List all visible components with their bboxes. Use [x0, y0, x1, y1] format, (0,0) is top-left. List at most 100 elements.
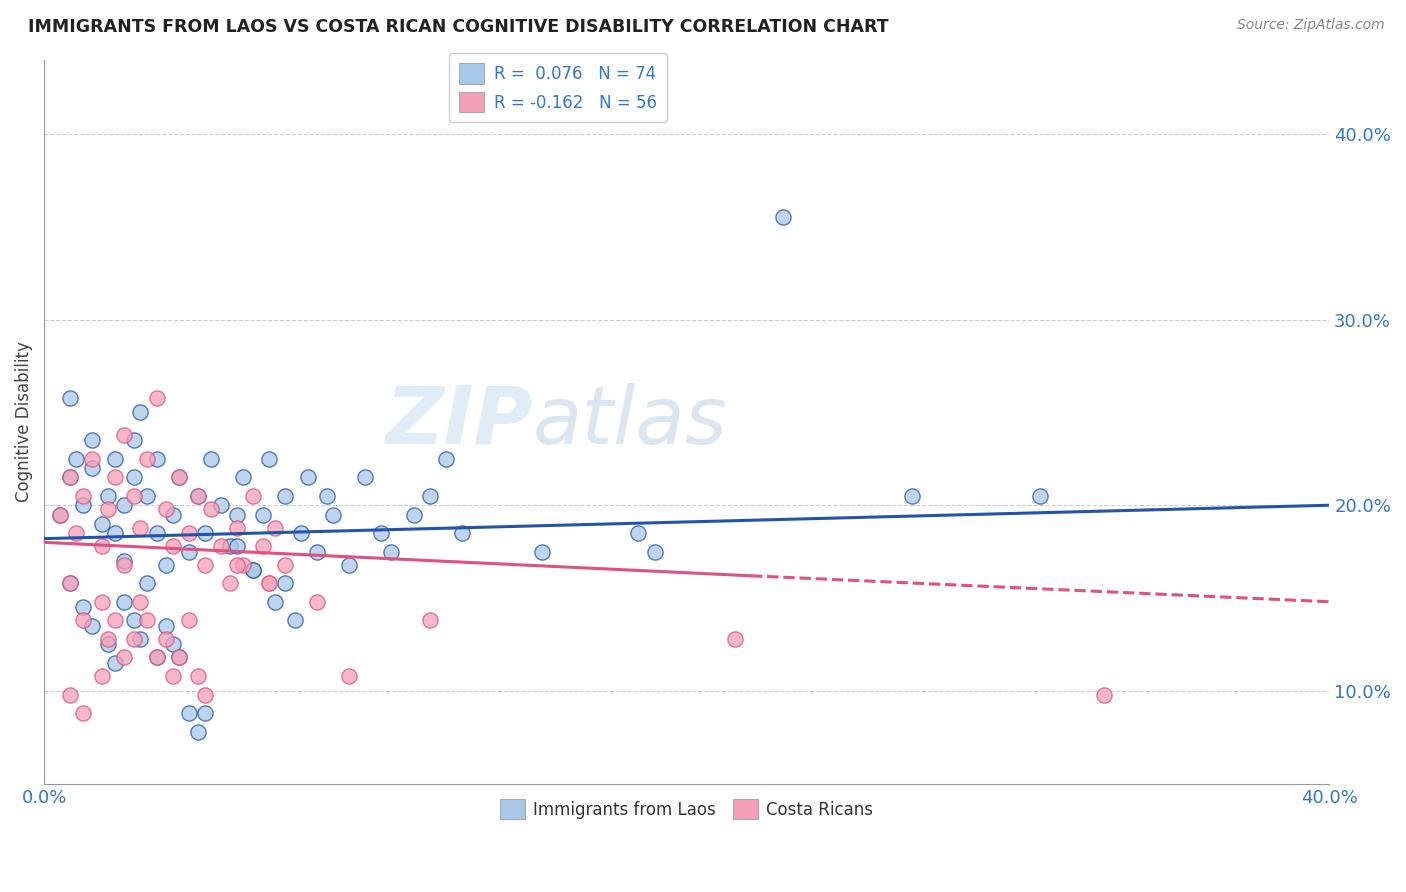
Point	[644, 544, 666, 558]
Point	[82, 461, 104, 475]
Point	[155, 502, 177, 516]
Point	[91, 595, 114, 609]
Point	[337, 669, 360, 683]
Point	[225, 539, 247, 553]
Point	[104, 656, 127, 670]
Point	[450, 526, 472, 541]
Point	[91, 539, 114, 553]
Point	[177, 706, 200, 721]
Point	[91, 516, 114, 531]
Point	[129, 520, 152, 534]
Point	[354, 470, 377, 484]
Point	[627, 526, 650, 541]
Point	[135, 613, 157, 627]
Point	[97, 502, 120, 516]
Y-axis label: Cognitive Disability: Cognitive Disability	[15, 342, 32, 502]
Point	[97, 489, 120, 503]
Point	[177, 613, 200, 627]
Point	[1092, 688, 1115, 702]
Point	[145, 650, 167, 665]
Point	[242, 563, 264, 577]
Point	[65, 526, 87, 541]
Point	[1029, 489, 1052, 503]
Point	[187, 669, 209, 683]
Point	[122, 632, 145, 646]
Point	[104, 470, 127, 484]
Point	[82, 451, 104, 466]
Point	[114, 650, 136, 665]
Point	[114, 554, 136, 568]
Point	[122, 434, 145, 448]
Point	[82, 434, 104, 448]
Point	[264, 520, 287, 534]
Point	[219, 539, 242, 553]
Point	[97, 638, 120, 652]
Point	[122, 613, 145, 627]
Point	[242, 489, 264, 503]
Point	[97, 632, 120, 646]
Point	[155, 558, 177, 572]
Point	[252, 508, 274, 522]
Point	[135, 451, 157, 466]
Point	[531, 544, 554, 558]
Point	[232, 470, 254, 484]
Point	[91, 669, 114, 683]
Point	[337, 558, 360, 572]
Point	[145, 650, 167, 665]
Point	[49, 508, 72, 522]
Point	[104, 526, 127, 541]
Legend: Immigrants from Laos, Costa Ricans: Immigrants from Laos, Costa Ricans	[494, 792, 880, 826]
Point	[167, 650, 190, 665]
Point	[252, 539, 274, 553]
Point	[129, 632, 152, 646]
Point	[49, 508, 72, 522]
Point	[129, 595, 152, 609]
Point	[232, 558, 254, 572]
Point	[200, 502, 222, 516]
Point	[772, 211, 794, 225]
Point	[114, 427, 136, 442]
Point	[72, 706, 94, 721]
Point	[419, 489, 441, 503]
Text: ZIP: ZIP	[385, 383, 533, 460]
Point	[114, 498, 136, 512]
Point	[219, 576, 242, 591]
Point	[177, 526, 200, 541]
Point	[155, 632, 177, 646]
Point	[114, 558, 136, 572]
Point	[419, 613, 441, 627]
Point	[274, 576, 297, 591]
Point	[72, 613, 94, 627]
Point	[59, 391, 82, 405]
Point	[200, 451, 222, 466]
Point	[257, 576, 280, 591]
Point	[257, 576, 280, 591]
Point	[307, 544, 329, 558]
Point	[129, 405, 152, 419]
Point	[167, 470, 190, 484]
Point	[59, 576, 82, 591]
Point	[104, 451, 127, 466]
Point	[284, 613, 307, 627]
Point	[114, 595, 136, 609]
Point	[162, 638, 184, 652]
Point	[225, 520, 247, 534]
Point	[59, 688, 82, 702]
Point	[145, 526, 167, 541]
Point	[162, 539, 184, 553]
Point	[209, 539, 232, 553]
Point	[257, 451, 280, 466]
Point	[307, 595, 329, 609]
Point	[290, 526, 312, 541]
Point	[72, 498, 94, 512]
Point	[274, 558, 297, 572]
Text: atlas: atlas	[533, 383, 727, 460]
Point	[72, 600, 94, 615]
Point	[59, 576, 82, 591]
Point	[322, 508, 344, 522]
Point	[59, 470, 82, 484]
Point	[434, 451, 457, 466]
Text: Source: ZipAtlas.com: Source: ZipAtlas.com	[1237, 18, 1385, 32]
Point	[380, 544, 402, 558]
Point	[122, 470, 145, 484]
